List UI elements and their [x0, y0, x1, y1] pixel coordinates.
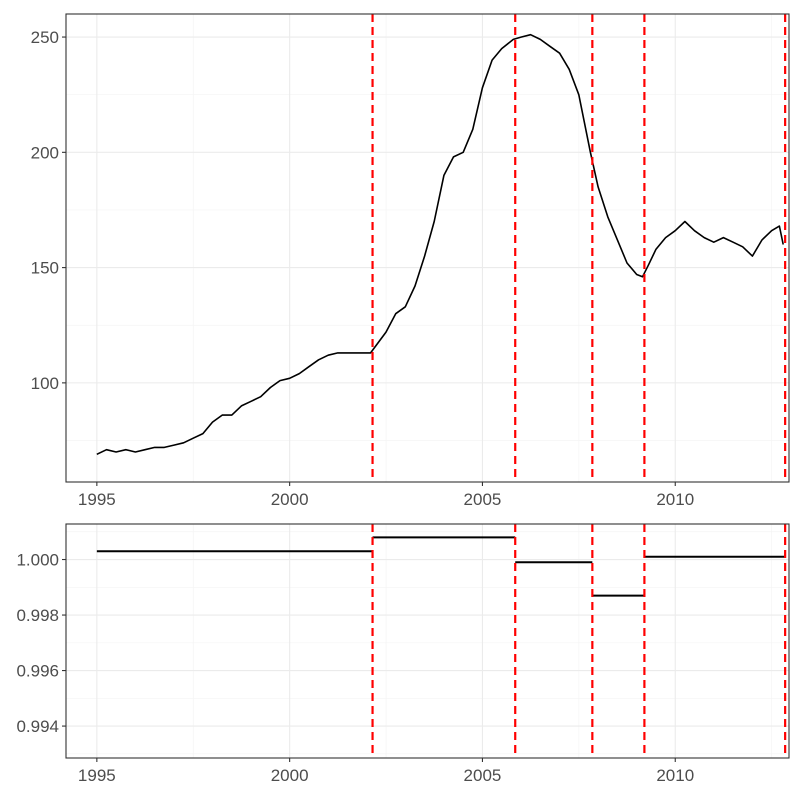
y-tick-label: 1.000: [16, 551, 59, 570]
y-tick-label: 150: [31, 259, 59, 278]
y-tick-label: 0.998: [16, 606, 59, 625]
price-series-line: [96, 33, 784, 456]
panel-border: [65, 13, 790, 483]
top-panel-price-index: 1995 2000 2005 2010 100 150 200 250: [31, 13, 790, 509]
panel-border: [65, 523, 790, 759]
x-tick-label: 2000: [271, 766, 309, 785]
panel-background: [66, 524, 789, 758]
y-tick-label: 250: [31, 28, 59, 47]
x-tick-label: 2010: [656, 490, 694, 509]
x-tick-label: 2010: [656, 766, 694, 785]
grid: [66, 14, 789, 482]
y-tick-label: 0.996: [16, 662, 59, 681]
x-tick-label: 2005: [464, 766, 502, 785]
x-tick-label: 1995: [78, 490, 116, 509]
y-tick-label: 100: [31, 374, 59, 393]
x-tick-label: 2005: [464, 490, 502, 509]
x-tick-label: 2000: [271, 490, 309, 509]
data-layer: [96, 14, 787, 482]
grid: [66, 524, 789, 758]
bottom-panel-segment-values: 1995 2000 2005 2010 0.994 0.996 0.998 1.000: [16, 523, 790, 785]
data-layer: [96, 524, 787, 758]
y-tick-label: 0.994: [16, 717, 59, 736]
y-tick-label: 200: [31, 143, 59, 162]
x-tick-label: 1995: [78, 766, 116, 785]
